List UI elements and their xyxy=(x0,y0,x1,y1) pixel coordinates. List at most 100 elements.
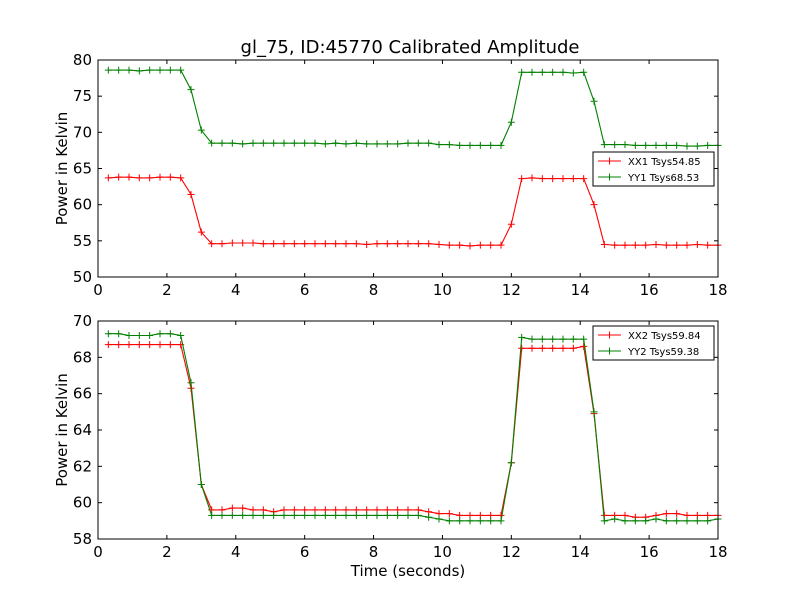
data-point xyxy=(466,141,474,149)
data-point xyxy=(435,141,443,149)
data-point xyxy=(394,140,402,148)
x-tick-label: 2 xyxy=(162,543,172,561)
data-point xyxy=(270,240,278,248)
data-point xyxy=(600,240,608,248)
data-point xyxy=(146,332,154,340)
data-point xyxy=(373,511,381,519)
data-point xyxy=(187,86,195,94)
x-tick-label: 4 xyxy=(231,543,241,561)
data-point xyxy=(239,239,247,247)
data-point xyxy=(518,68,526,76)
legend-marker xyxy=(606,347,613,355)
y-axis-label: Power in Kelvin xyxy=(53,373,71,487)
y-tick-label: 50 xyxy=(73,268,92,286)
data-point xyxy=(146,341,154,349)
legend-marker xyxy=(606,331,613,339)
series-2 xyxy=(104,330,722,525)
data-point xyxy=(538,68,546,76)
data-point xyxy=(270,511,278,519)
data-point xyxy=(425,513,433,521)
y-tick-label: 55 xyxy=(73,232,92,250)
data-point xyxy=(528,344,536,352)
data-point xyxy=(332,240,340,248)
data-point xyxy=(580,175,588,183)
data-point xyxy=(590,97,598,105)
data-point xyxy=(156,173,164,181)
data-point xyxy=(631,241,639,249)
data-point xyxy=(683,517,691,525)
data-point xyxy=(383,240,391,248)
data-point xyxy=(414,511,422,519)
y-tick-label: 62 xyxy=(73,457,92,475)
data-point xyxy=(642,517,650,525)
y-axis-label: Power in Kelvin xyxy=(53,112,71,226)
data-point xyxy=(549,175,557,183)
data-point xyxy=(197,126,205,134)
data-point xyxy=(197,228,205,236)
data-point xyxy=(239,140,247,148)
data-point xyxy=(538,335,546,343)
data-point xyxy=(652,141,660,149)
data-point xyxy=(528,335,536,343)
data-point xyxy=(249,139,257,147)
top-panel: 0 2 4 6 8 10 12 14 16 18 50 55 60 65 70 75 80 Power in Ke… xyxy=(53,51,728,299)
x-tick-label: 14 xyxy=(571,543,590,561)
data-point xyxy=(177,174,185,182)
y-tick-label: 70 xyxy=(73,312,92,330)
data-point xyxy=(497,517,505,525)
data-point xyxy=(187,379,195,387)
data-point xyxy=(549,68,557,76)
x-tick-label: 6 xyxy=(300,543,310,561)
data-point xyxy=(487,517,495,525)
data-point xyxy=(280,139,288,147)
data-point xyxy=(115,173,123,181)
data-point xyxy=(456,241,464,249)
legend-box xyxy=(592,151,715,187)
x-tick-label: 0 xyxy=(93,543,103,561)
data-point xyxy=(208,240,216,248)
data-point xyxy=(342,240,350,248)
data-point xyxy=(600,141,608,149)
data-point xyxy=(507,220,515,228)
legend-entry: XX1 Tsys54.85 xyxy=(628,157,701,168)
data-point xyxy=(487,241,495,249)
x-tick-label: 18 xyxy=(708,543,727,561)
y-tick-label: 60 xyxy=(73,196,92,214)
axes-frame xyxy=(97,59,719,278)
data-point xyxy=(404,139,412,147)
x-tick-label: 10 xyxy=(433,281,452,299)
data-point xyxy=(662,510,670,518)
data-point xyxy=(662,517,670,525)
data-point xyxy=(321,511,329,519)
axes-frame xyxy=(97,320,719,540)
data-point xyxy=(611,515,619,523)
data-point xyxy=(445,141,453,149)
y-tick-label: 70 xyxy=(73,123,92,141)
data-point xyxy=(228,239,236,247)
data-point xyxy=(301,139,309,147)
legend-entry: XX2 Tsys59.84 xyxy=(628,331,701,342)
data-point xyxy=(394,511,402,519)
data-point xyxy=(104,341,112,349)
data-point xyxy=(259,139,267,147)
y-tick-label: 64 xyxy=(73,421,92,439)
data-point xyxy=(662,241,670,249)
legend-entry: YY2 Tsys59.38 xyxy=(627,347,699,358)
data-point xyxy=(466,242,474,250)
data-point xyxy=(135,67,143,75)
data-point xyxy=(249,511,257,519)
data-point xyxy=(497,141,505,149)
data-point xyxy=(125,173,133,181)
data-point xyxy=(249,239,257,247)
data-point xyxy=(673,510,681,518)
data-point xyxy=(642,141,650,149)
data-point xyxy=(631,141,639,149)
data-point xyxy=(569,335,577,343)
data-point xyxy=(321,140,329,148)
y-tick-label: 65 xyxy=(73,160,92,178)
data-point xyxy=(435,240,443,248)
data-point xyxy=(228,504,236,512)
data-point xyxy=(580,342,588,350)
data-point xyxy=(321,240,329,248)
data-point xyxy=(445,241,453,249)
